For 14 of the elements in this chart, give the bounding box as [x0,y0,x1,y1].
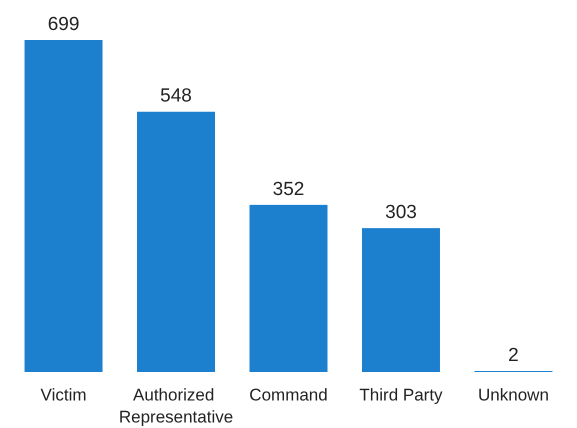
x-tick-label: Victim [40,386,87,404]
bar [137,112,216,372]
x-tick-label: Command [249,386,328,404]
data-label: 352 [272,178,304,200]
bar [24,40,103,372]
data-label: 303 [385,202,417,224]
x-tick-label: Unknown [478,386,549,404]
data-label: 2 [508,345,519,366]
bar [362,228,440,372]
data-label: 699 [48,14,80,35]
bar [250,204,328,372]
data-label: 548 [160,86,192,107]
x-tick-label: Third Party [359,386,444,404]
x-tick-label: Authorized Representative [118,386,234,426]
